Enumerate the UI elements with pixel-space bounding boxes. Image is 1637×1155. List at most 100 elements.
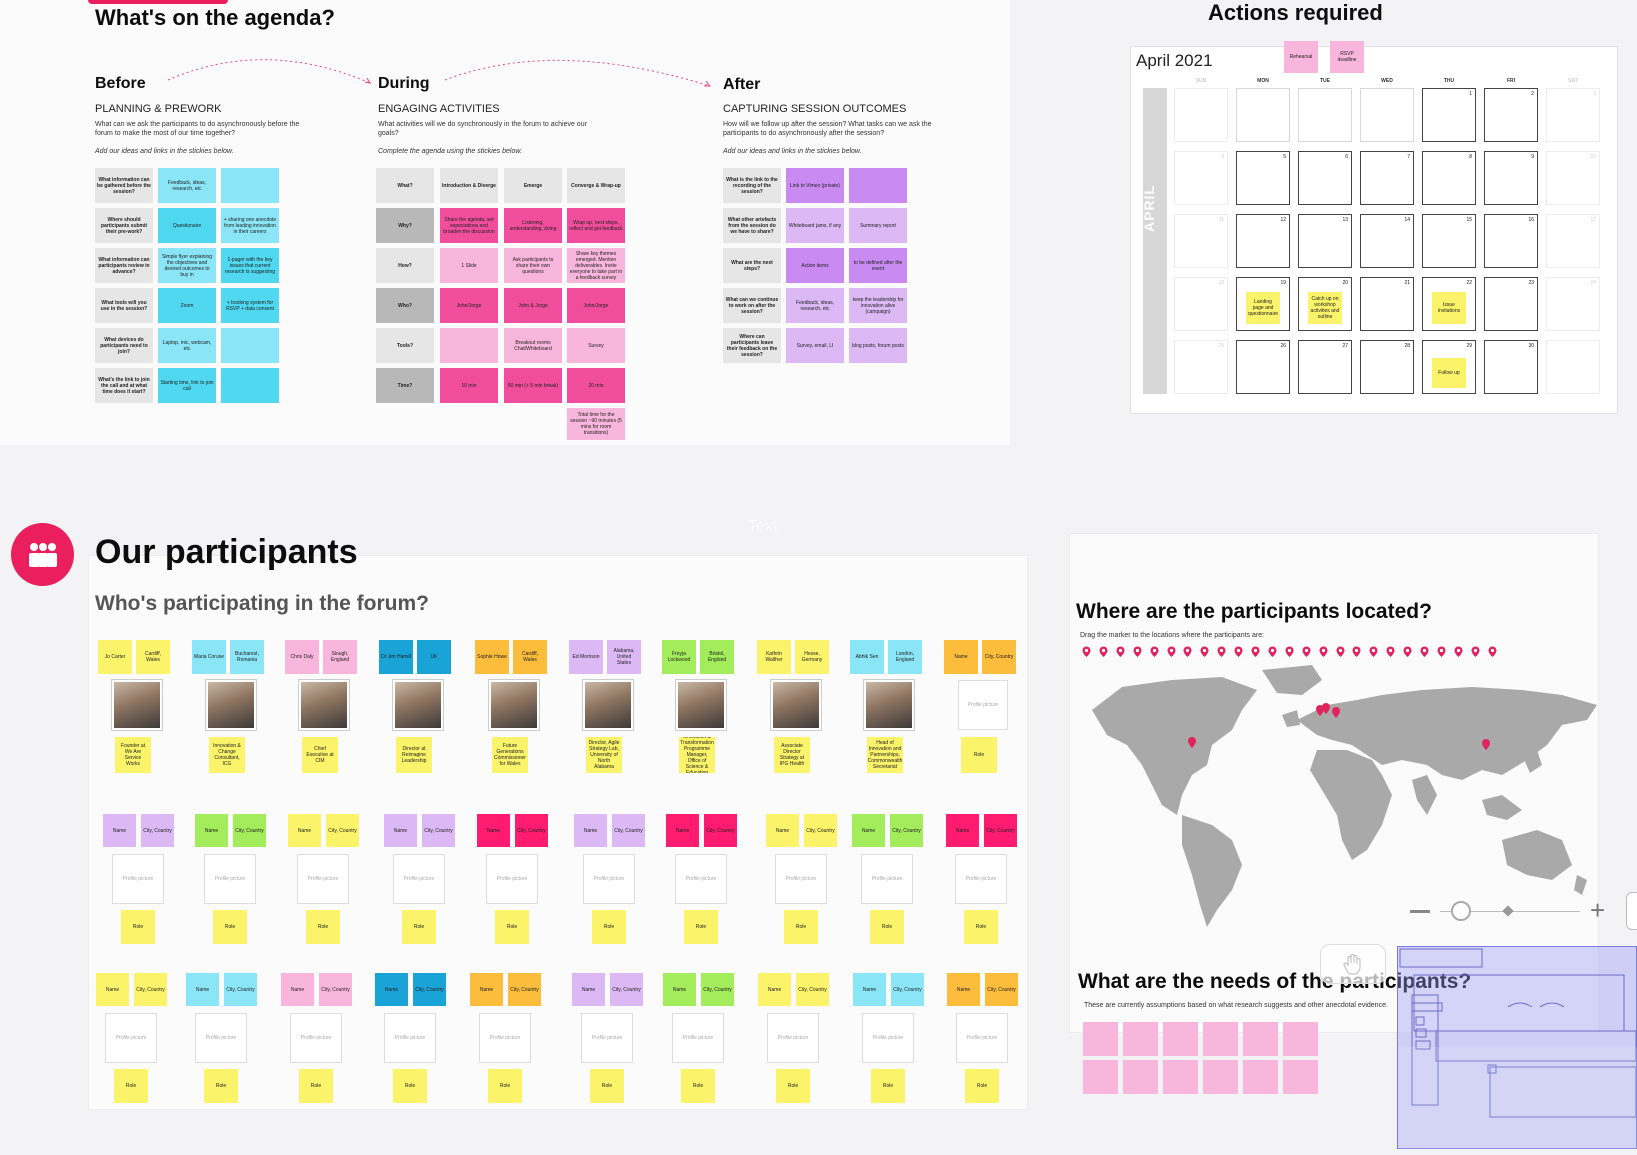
placeholder-photo[interactable]: Profile picture [955, 854, 1007, 904]
calendar-day-cell[interactable]: 10 [1546, 151, 1600, 205]
before-question-note[interactable]: What information can be gathered before … [95, 168, 153, 203]
participant-photo[interactable] [489, 680, 539, 730]
during-row-label-note[interactable]: Who? [376, 288, 434, 323]
participant-role-note[interactable]: Digital Innovation & Transformation Prog… [679, 737, 715, 773]
placeholder-role-note[interactable]: Role [870, 910, 904, 944]
placeholder-location-note[interactable]: City, Country [985, 973, 1018, 1006]
calendar-day-cell[interactable] [1546, 340, 1600, 394]
placeholder-photo[interactable]: Profile picture [486, 854, 538, 904]
participant-location-note[interactable]: Cardiff, Wales [513, 640, 547, 674]
placeholder-role-note[interactable]: Role [114, 1069, 148, 1103]
before-question-note[interactable]: What information can participants review… [95, 248, 153, 283]
placeholder-photo[interactable]: Profile picture [290, 1013, 342, 1063]
calendar-day-cell[interactable]: 24 [1546, 277, 1600, 331]
during-cell-note[interactable]: John/Jorge [567, 288, 625, 323]
placeholder-name-note[interactable]: Name [96, 973, 129, 1006]
after-answer-note[interactable]: Feedback, ideas, research, etc [786, 288, 844, 323]
before-answer-note[interactable]: Laptop, mic, webcam, etc [158, 328, 216, 363]
placeholder-name-note[interactable]: Name [375, 973, 408, 1006]
placeholder-location-note[interactable]: City, Country [134, 973, 167, 1006]
calendar-day-cell[interactable]: 21 [1360, 277, 1414, 331]
placeholder-location-note[interactable]: City, Country [612, 814, 645, 847]
location-pin-icon[interactable] [1285, 644, 1294, 657]
location-pin-icon[interactable] [1488, 644, 1497, 657]
participant-name-note[interactable]: Maria Coruse [192, 640, 226, 674]
calendar-day-cell[interactable]: 9 [1484, 151, 1538, 205]
participant-name-note[interactable]: Jo Carter [98, 640, 132, 674]
needs-sticky-note[interactable] [1203, 1060, 1238, 1094]
location-pin-icon[interactable] [1234, 644, 1243, 657]
before-answer-note[interactable]: + booking system for RSVP + data consent [221, 288, 279, 323]
after-question-note[interactable]: What are the next steps? [723, 248, 781, 283]
location-pin-icon[interactable] [1217, 644, 1226, 657]
placeholder-role-note[interactable]: Role [213, 910, 247, 944]
calendar-day-cell[interactable]: 14 [1360, 214, 1414, 268]
after-question-note[interactable]: What other artefacts from the session do… [723, 208, 781, 243]
location-pin-icon[interactable] [1116, 644, 1125, 657]
calendar-day-cell[interactable]: 25 [1174, 340, 1228, 394]
during-cell-note[interactable] [440, 328, 498, 363]
location-pin-icon[interactable] [1183, 644, 1192, 657]
before-answer-note[interactable]: Zoom [158, 288, 216, 323]
location-pin-icon[interactable] [1471, 644, 1480, 657]
during-cell-note[interactable]: Breakout rooms Chat/Whiteboard [504, 328, 562, 363]
participant-photo[interactable] [771, 680, 821, 730]
calendar-day-cell[interactable]: 6 [1298, 151, 1352, 205]
placeholder-name-note[interactable]: Name [663, 973, 696, 1006]
location-pin-icon[interactable] [1352, 644, 1361, 657]
placeholder-role-note[interactable]: Role [681, 1069, 715, 1103]
participant-role-note[interactable]: Chief Executive at CIM [302, 737, 338, 773]
placeholder-location-note[interactable]: City, Country [413, 973, 446, 1006]
location-pin-icon[interactable] [1420, 644, 1429, 657]
placeholder-photo[interactable]: Profile picture [297, 854, 349, 904]
placeholder-role-note[interactable]: Role [393, 1069, 427, 1103]
placeholder-name-note[interactable]: Name [666, 814, 699, 847]
before-answer-note[interactable]: Questionaire [158, 208, 216, 243]
placeholder-photo[interactable]: Profile picture [672, 1013, 724, 1063]
participant-role-note[interactable]: Founder at We Are Service Works [115, 737, 151, 773]
placeholder-location-note[interactable]: City, Country [422, 814, 455, 847]
participant-name-note[interactable]: Ed Morrison [569, 640, 603, 674]
location-pin-icon[interactable] [1133, 644, 1142, 657]
location-pin-icon[interactable] [1437, 644, 1446, 657]
during-header-note[interactable]: What? [376, 168, 434, 203]
location-pin-icon[interactable] [1167, 644, 1176, 657]
placeholder-name-note[interactable]: Name [186, 973, 219, 1006]
placeholder-role-note[interactable]: Role [299, 1069, 333, 1103]
during-header-note[interactable]: Converge & Wrap-up [567, 168, 625, 203]
placeholder-name-note[interactable]: Name [758, 973, 791, 1006]
after-answer-note[interactable]: Survey, email, LI [786, 328, 844, 363]
placeholder-photo[interactable]: Profile picture [105, 1013, 157, 1063]
participant-location-note[interactable]: Alabama, United States [607, 640, 641, 674]
placeholder-role-note[interactable]: Role [684, 910, 718, 944]
location-pin-icon[interactable] [1369, 644, 1378, 657]
calendar-event-note[interactable]: Follow up [1432, 358, 1466, 388]
during-header-note[interactable]: Introduction & Diverge [440, 168, 498, 203]
placeholder-name-note[interactable]: Name [103, 814, 136, 847]
participant-photo[interactable] [393, 680, 443, 730]
participant-photo[interactable] [206, 680, 256, 730]
during-cell-note[interactable]: 10 min [440, 368, 498, 403]
needs-sticky-note[interactable] [1083, 1060, 1118, 1094]
placeholder-location-note[interactable]: City, Country [804, 814, 837, 847]
during-cell-note[interactable]: John/Jorge [440, 288, 498, 323]
placeholder-photo[interactable]: Profile picture [393, 854, 445, 904]
participant-role-note[interactable]: Role [961, 737, 997, 773]
participant-name-note[interactable]: Name [944, 640, 978, 674]
placeholder-name-note[interactable]: Name [766, 814, 799, 847]
before-answer-note[interactable]: Feedback, ideas, research, etc [158, 168, 216, 203]
after-question-note[interactable]: Where can participants leave their feedb… [723, 328, 781, 363]
before-question-note[interactable]: What's the link to join the call and at … [95, 368, 153, 403]
placeholder-photo[interactable]: Profile picture [956, 1013, 1008, 1063]
location-pin-icon[interactable] [1099, 644, 1108, 657]
participant-name-note[interactable]: Freyja Lockwood [662, 640, 696, 674]
placeholder-name-note[interactable]: Name [470, 973, 503, 1006]
placeholder-name-note[interactable]: Name [384, 814, 417, 847]
placeholder-role-note[interactable]: Role [964, 910, 998, 944]
ghost-text[interactable]: Text [748, 518, 778, 535]
participant-location-note[interactable]: London, England [888, 640, 922, 674]
participant-photo[interactable]: Profile picture [958, 680, 1008, 730]
before-answer-note[interactable] [221, 368, 279, 403]
before-answer-note[interactable]: 1-pager with the key issues that current… [221, 248, 279, 283]
location-pin-icon[interactable] [1150, 644, 1159, 657]
